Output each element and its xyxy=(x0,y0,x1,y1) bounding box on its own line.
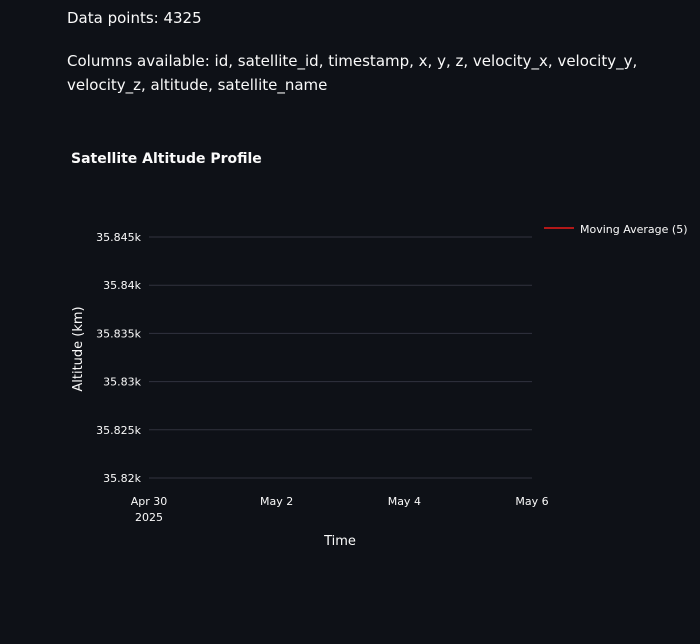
y-tick-label: 35.825k xyxy=(96,424,141,437)
x-axis-label: Time xyxy=(323,534,356,549)
grid-lines xyxy=(149,236,532,479)
chart-canvas: Satellite Altitude Profile 35.82k 35.825k… xyxy=(71,151,688,549)
x-tick-label: May 2 xyxy=(260,495,293,508)
x-tick-label: Apr 30 xyxy=(131,495,168,508)
columns-available-text: Columns available: id, satellite_id, tim… xyxy=(67,52,638,94)
y-tick-label: 35.835k xyxy=(96,327,141,340)
x-tick-label: May 4 xyxy=(388,495,421,508)
legend[interactable]: Moving Average (5) xyxy=(544,223,688,236)
y-tick-label: 35.82k xyxy=(103,472,141,485)
chart-title: Satellite Altitude Profile xyxy=(71,151,262,167)
altitude-chart: Satellite Altitude Profile 35.82k 35.825k… xyxy=(0,130,700,570)
data-points-text: Data points: 4325 xyxy=(67,9,202,27)
legend-label: Moving Average (5) xyxy=(580,223,688,236)
x-tick-sublabel: 2025 xyxy=(135,511,163,524)
y-tick-label: 35.845k xyxy=(96,231,141,244)
x-axis-ticks: Apr 30 2025 May 2 May 4 May 6 xyxy=(131,495,549,524)
y-tick-label: 35.83k xyxy=(103,376,141,389)
y-tick-label: 35.84k xyxy=(103,279,141,292)
y-axis-ticks: 35.82k 35.825k 35.83k 35.835k 35.84k 35.845k xyxy=(96,231,141,485)
y-axis-label: Altitude (km) xyxy=(71,306,86,391)
x-tick-label: May 6 xyxy=(515,495,548,508)
